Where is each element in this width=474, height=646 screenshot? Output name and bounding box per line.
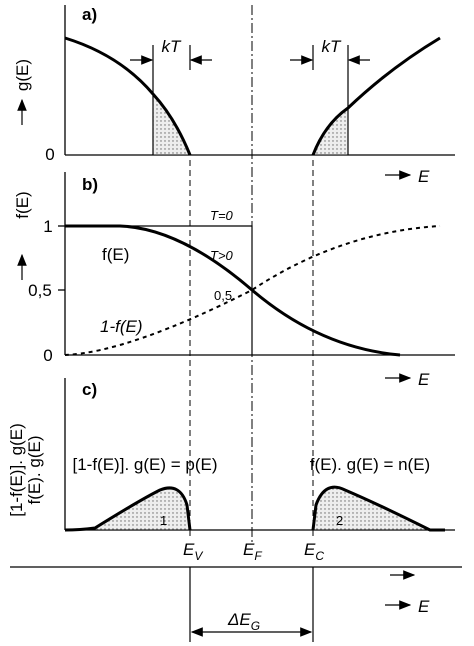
kt-label: kT <box>162 37 183 56</box>
curve-label: f(E). g(E) = n(E) <box>310 455 430 474</box>
y-label: g(E) <box>13 59 32 91</box>
y-tick-label: 0,5 <box>28 281 52 300</box>
curve-label: f(E) <box>102 245 129 264</box>
x-label: E <box>418 167 430 186</box>
panel-label: a) <box>82 5 97 24</box>
level-label: EV <box>183 540 203 563</box>
x-label: E <box>418 597 430 616</box>
level-sub: F <box>254 549 262 563</box>
panel-label: c) <box>82 380 97 399</box>
curve-label: [1-f(E)]. g(E) = p(E) <box>73 455 218 474</box>
level-label: EF <box>243 540 262 563</box>
panel-label: b) <box>82 175 98 194</box>
origin-label: 0 <box>45 145 54 164</box>
y-tick-label: 1 <box>43 217 52 236</box>
band-gap: E ΔEG <box>10 566 462 642</box>
curve-label: 1-f(E) <box>100 317 143 336</box>
y-label: f(E). g(E) <box>25 436 44 505</box>
level-main: E <box>183 540 195 559</box>
panel-b: b) f(E) 1 0,5 0 T=0 T>0 0,5 f(E) 1-f(E) … <box>13 172 455 389</box>
region-label: 2 <box>336 513 343 528</box>
panel-a: a) g(E) 0 kT kT E <box>13 5 455 186</box>
curve-label: T>0 <box>210 248 234 263</box>
panel-c: c) [1-f(E)]. g(E) f(E). g(E) [1-f(E)]. g… <box>7 378 455 580</box>
x-label: E <box>418 370 430 389</box>
level-main: E <box>304 540 316 559</box>
gap-main: ΔE <box>227 610 251 629</box>
level-label: EC <box>304 540 324 563</box>
gap-sub: G <box>251 619 260 633</box>
kt-label: kT <box>322 37 343 56</box>
y-label: f(E) <box>13 191 32 218</box>
y-tick-label: 0 <box>43 346 52 365</box>
curve-label: T=0 <box>210 208 234 223</box>
gap-label: ΔEG <box>227 610 260 633</box>
y-label: [1-f(E)]. g(E) <box>7 423 26 517</box>
level-main: E <box>243 540 255 559</box>
level-sub: C <box>315 549 324 563</box>
point-label: 0,5 <box>214 288 232 303</box>
level-sub: V <box>194 549 203 563</box>
region-label: 1 <box>160 513 167 528</box>
